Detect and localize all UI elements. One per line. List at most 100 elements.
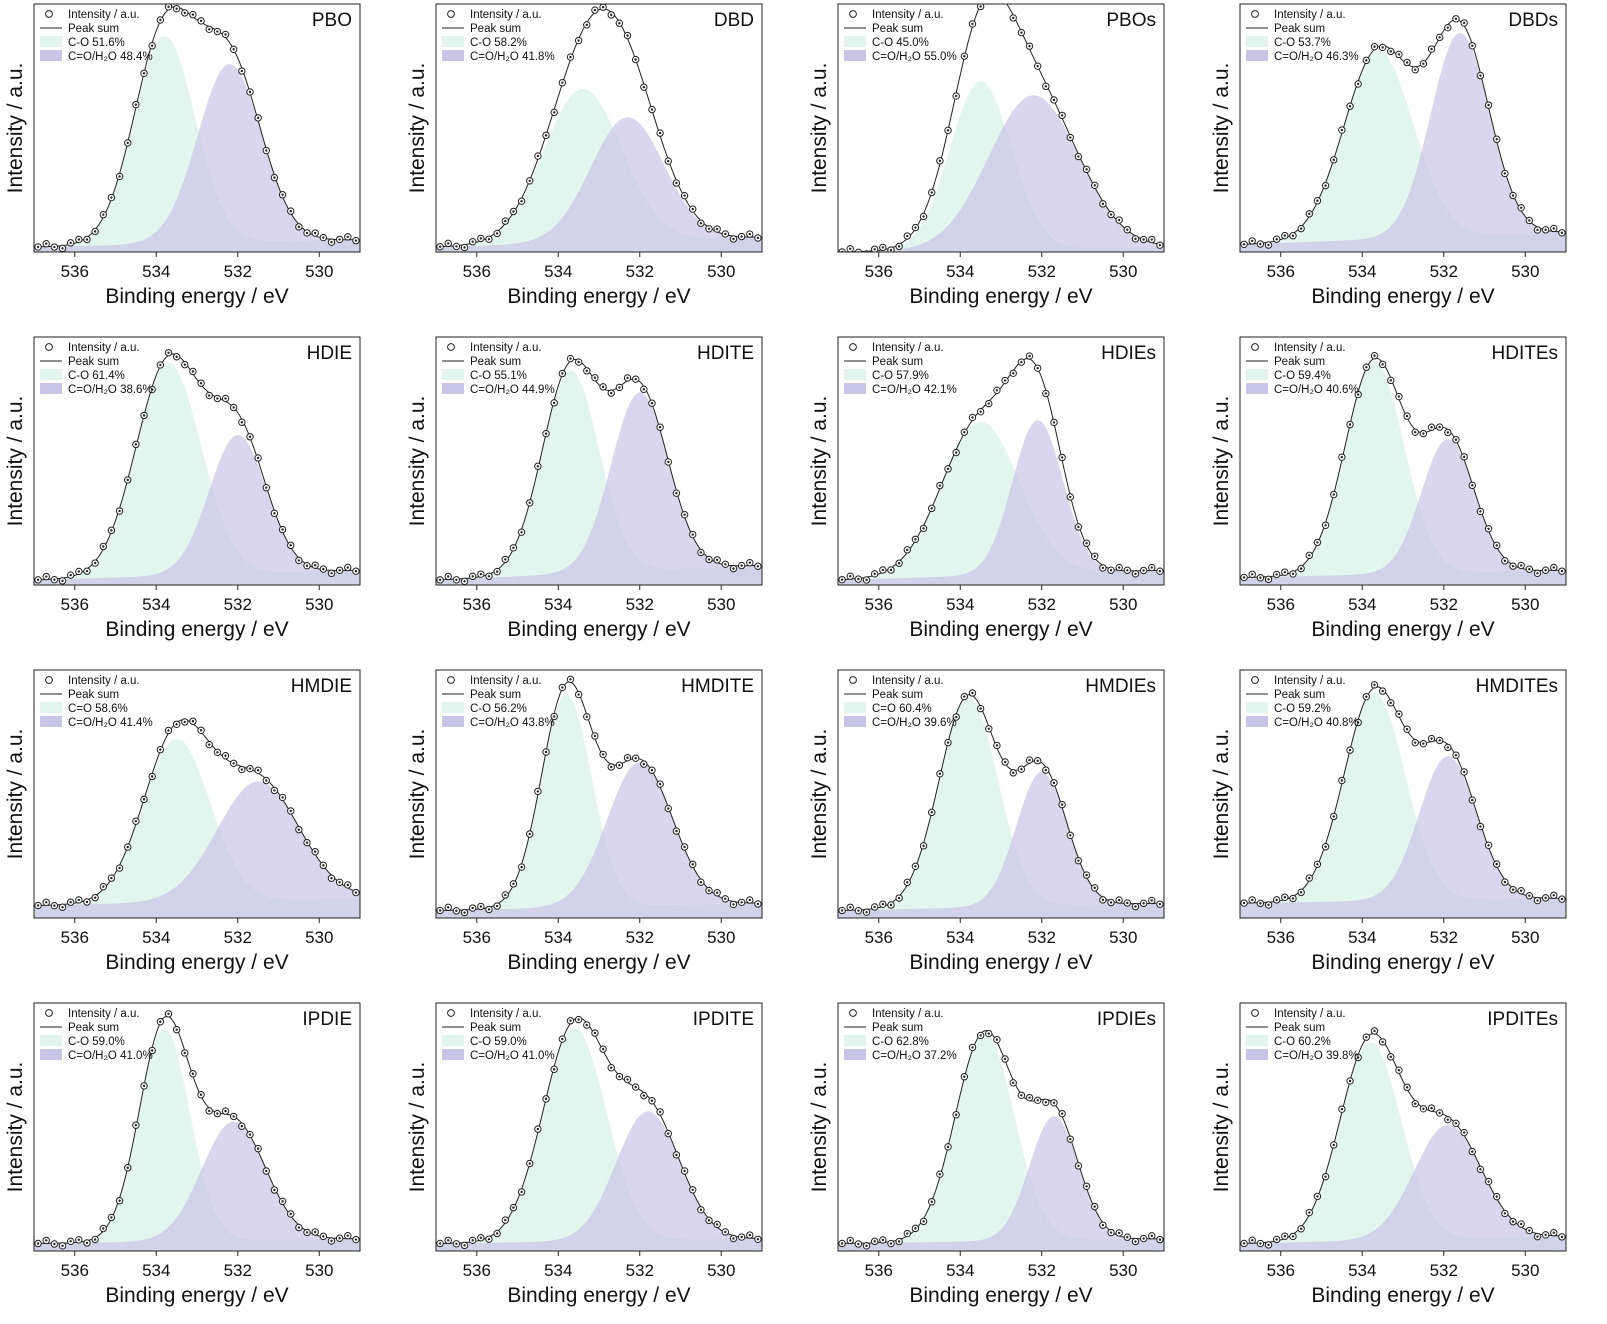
data-point-dot: [1291, 234, 1295, 237]
data-point-dot: [1356, 1056, 1360, 1059]
data-point-dot: [224, 397, 227, 400]
x-tick-label: 532: [1028, 595, 1056, 614]
x-axis-label: Binding energy / eV: [105, 951, 288, 974]
legend: Intensity / a.u. Peak sum C-O 59.2% C=O/H₂O…: [1246, 675, 1359, 729]
legend-label: C-O 56.2%: [470, 703, 527, 715]
x-tick-label: 530: [1109, 262, 1137, 281]
y-axis-label: Intensity / a.u.: [1210, 1062, 1233, 1193]
data-point: [1002, 0, 1008, 3]
legend-label: C=O 60.4%: [872, 703, 932, 715]
x-tick-label: 530: [1511, 595, 1539, 614]
data-point-dot: [102, 213, 105, 216]
legend-swatch-2: [40, 716, 62, 727]
data-point-dot: [683, 513, 686, 516]
data-point-dot: [857, 909, 860, 912]
data-point-dot: [1511, 564, 1515, 568]
data-point-dot: [36, 1242, 40, 1245]
x-tick-label: 536: [1267, 595, 1295, 614]
data-point-dot: [1060, 803, 1064, 806]
legend-swatch-1: [442, 369, 464, 380]
legend-label: C-O 53.7%: [1274, 37, 1331, 49]
data-point-dot: [1332, 815, 1335, 818]
legend-label: C=O/H₂O 40.8%: [1274, 717, 1359, 729]
data-point-dot: [134, 1124, 138, 1127]
legend-label: Intensity / a.u.: [1274, 675, 1346, 687]
xps-panel-hmdie: 536 534 532 530 Binding energy / eV Intensity…: [0, 666, 400, 991]
xps-chart: 536 534 532 530 Binding energy / eV Intensity…: [406, 3, 763, 308]
data-point-dot: [1471, 798, 1474, 802]
y-axis-label: Intensity / a.u.: [808, 63, 831, 194]
data-point-dot: [1134, 1240, 1137, 1243]
data-point-dot: [53, 1242, 56, 1246]
data-point-dot: [1085, 168, 1088, 171]
data-point-dot: [675, 181, 678, 185]
data-point-dot: [183, 363, 186, 366]
x-tick-label: 536: [865, 928, 893, 947]
legend-label: Peak sum: [470, 356, 521, 368]
data-point-dot: [85, 900, 89, 904]
legend-swatch-1: [442, 702, 464, 713]
xps-chart: 536 534 532 530 Binding energy / eV Intensity…: [1210, 336, 1567, 641]
data-point-dot: [273, 789, 276, 792]
data-point-dot: [248, 90, 252, 94]
data-point-dot: [1316, 1195, 1319, 1198]
x-tick-label: 532: [1028, 928, 1056, 947]
data-point: [854, 248, 863, 252]
data-point-dot: [691, 533, 694, 536]
legend-label: C=O/H₂O 41.0%: [470, 1050, 555, 1062]
legend-label: C-O 45.0%: [872, 37, 929, 49]
data-point-dot: [110, 196, 113, 199]
data-point-dot: [1414, 1102, 1417, 1105]
xps-panel-pbo: 536 534 532 530 Binding energy / eV Intensity…: [0, 0, 400, 325]
data-point-dot: [248, 435, 252, 438]
data-point-dot: [159, 1020, 162, 1023]
legend-label: Peak sum: [68, 356, 119, 368]
data-point-dot: [963, 695, 966, 698]
data-point-dot: [1158, 1238, 1162, 1241]
data-point-dot: [1242, 576, 1246, 579]
data-point-dot: [707, 889, 711, 892]
data-point-dot: [305, 1231, 309, 1234]
x-tick-label: 532: [1430, 262, 1458, 281]
legend-label: C-O 59.0%: [68, 1036, 125, 1048]
data-point-dot: [232, 762, 235, 765]
data-point-dot: [1471, 484, 1474, 487]
data-point-dot: [954, 715, 958, 719]
data-point-dot: [1544, 228, 1547, 232]
data-point-dot: [528, 1162, 531, 1165]
data-point-dot: [471, 240, 474, 243]
data-point-dot: [167, 1012, 170, 1016]
data-point-dot: [495, 232, 499, 235]
data-point-dot: [1150, 238, 1153, 241]
data-point-dot: [45, 242, 48, 245]
legend: Intensity / a.u. Peak sum C-O 58.2% C=O/H₂O…: [442, 9, 555, 63]
x-axis-label: Binding energy / eV: [1311, 285, 1494, 308]
plot-frame: [837, 669, 1165, 919]
component-area-2: [34, 781, 360, 918]
data-point-dot: [1028, 1096, 1031, 1099]
data-point-dot: [1291, 572, 1295, 576]
data-point-dot: [455, 578, 458, 581]
panel-title: HDIEs: [1101, 343, 1156, 364]
data-point-dot: [1036, 366, 1039, 370]
data-point-dot: [126, 478, 129, 482]
data-point-dot: [585, 715, 588, 718]
data-point-dot: [1373, 354, 1376, 357]
xps-chart: 536 534 532 530 Binding energy / eV Intensity…: [406, 1002, 763, 1307]
data-point-dot: [1462, 1131, 1466, 1134]
legend-marker-symbol: [1251, 1009, 1259, 1017]
x-tick-label: 534: [1348, 1261, 1376, 1280]
x-tick-label: 536: [865, 1261, 893, 1280]
data-point-dot: [167, 5, 170, 8]
legend-label: Intensity / a.u.: [872, 675, 944, 687]
legend-label: C-O 57.9%: [872, 370, 929, 382]
data-point-dot: [346, 1234, 349, 1237]
legend-label: C-O 59.2%: [1274, 703, 1331, 715]
data-point-dot: [1454, 17, 1458, 20]
data-point-dot: [520, 530, 523, 534]
data-point-dot: [447, 1239, 450, 1242]
data-point-dot: [346, 883, 349, 887]
data-point-dot: [1479, 1168, 1482, 1171]
data-point-dot: [447, 242, 450, 245]
data-point-dot: [1438, 739, 1441, 742]
